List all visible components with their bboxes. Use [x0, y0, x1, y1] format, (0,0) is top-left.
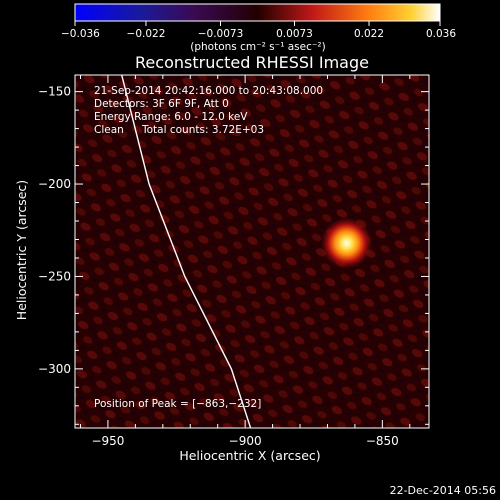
x-tick-label: −850 — [366, 434, 399, 448]
image-area — [75, 75, 429, 428]
annotation-energy: Energy Range: 6.0 - 12.0 keV — [94, 111, 248, 123]
colorbar-tick-label: 0.022 — [354, 28, 384, 40]
colorbar-tick-label: −0.0073 — [198, 28, 244, 40]
annotation-method: Clean — [94, 124, 124, 136]
colorbar-tick-label: −0.022 — [127, 28, 166, 40]
chart-title: Reconstructed RHESSI Image — [135, 53, 369, 72]
footer-date: 22-Dec-2014 05:56 — [390, 484, 496, 497]
y-axis-label: Heliocentric Y (arcsec) — [14, 180, 29, 320]
x-tick-label: −950 — [91, 434, 124, 448]
x-tick-label: −900 — [229, 434, 262, 448]
y-tick-label: −250 — [38, 269, 71, 283]
plot-frame — [74, 74, 430, 429]
solar-limb-line — [121, 75, 252, 428]
y-tick-label: −200 — [38, 177, 71, 191]
y-tick-label: −150 — [38, 85, 71, 99]
axis-ticks: −950−900−850−800−150−200−250−300 — [38, 75, 429, 448]
annotation-detectors: Detectors: 3F 6F 9F, Att 0 — [94, 98, 229, 110]
peak-source — [320, 217, 373, 270]
colorbar-tick-label: 0.0073 — [276, 28, 313, 40]
colorbar — [74, 3, 441, 22]
colorbar-tick-label: −0.036 — [61, 28, 100, 40]
annotation-counts: Total counts: 3.72E+03 — [141, 124, 264, 136]
x-axis-label: Heliocentric X (arcsec) — [179, 448, 320, 463]
y-tick-label: −300 — [38, 362, 71, 376]
annotation-peak: Position of Peak = [−863,−232] — [94, 398, 261, 410]
colorbar-tick-label: 0.036 — [426, 28, 456, 40]
colorbar-unit-label: (photons cm⁻² s⁻¹ asec⁻²) — [190, 41, 325, 53]
colorbar-ticks: −0.036 −0.022 −0.0073 0.0073 0.022 0.036 — [61, 21, 456, 40]
annotation-time: 21-Sep-2014 20:42:16.000 to 20:43:08.000 — [94, 85, 323, 97]
